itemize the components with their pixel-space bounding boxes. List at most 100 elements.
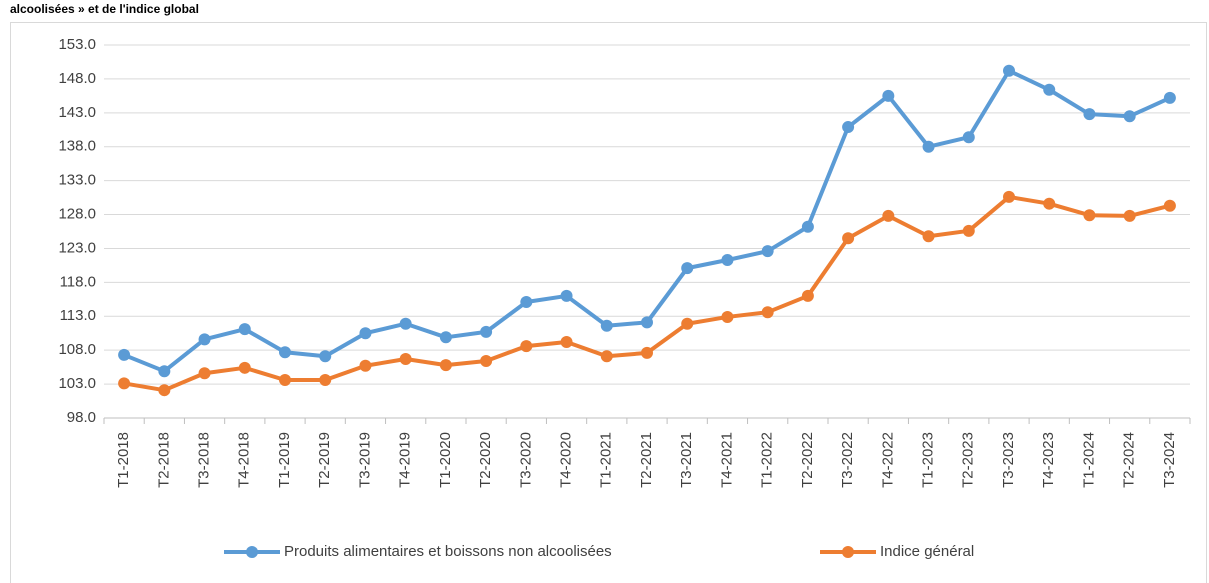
point: [641, 316, 653, 329]
point: [641, 346, 653, 359]
point: [1163, 91, 1176, 104]
point: [560, 336, 573, 349]
legend-swatch: [842, 546, 854, 558]
point: [279, 374, 291, 387]
x-tick-label: T1-2020: [437, 432, 454, 488]
x-tick-label: T4-2018: [236, 432, 253, 488]
point: [1123, 209, 1136, 222]
point: [801, 220, 814, 233]
point: [560, 289, 573, 302]
point: [198, 333, 211, 346]
x-tick-label: T2-2020: [477, 432, 494, 488]
x-tick-label: T3-2020: [517, 432, 534, 488]
x-tick-label: T2-2022: [799, 432, 816, 488]
x-tick-label: T1-2023: [920, 432, 937, 488]
chart-title: alcoolisées » et de l'indice global: [10, 2, 199, 16]
y-tick-label: 98.0: [67, 409, 96, 426]
point: [399, 352, 412, 365]
y-tick-label: 108.0: [58, 341, 96, 358]
x-tick-label: T1-2019: [276, 432, 293, 488]
point: [1003, 190, 1015, 203]
point: [1123, 110, 1136, 123]
y-tick-label: 148.0: [58, 70, 96, 87]
point: [399, 317, 412, 330]
x-tick-label: T4-2021: [718, 432, 735, 488]
x-tick-label: T1-2024: [1080, 432, 1097, 488]
y-tick-label: 128.0: [58, 206, 96, 223]
x-tick-label: T1-2018: [115, 432, 132, 488]
point: [1043, 197, 1056, 210]
x-tick-label: T2-2023: [960, 432, 977, 488]
point: [1083, 209, 1096, 222]
y-tick-label: 103.0: [58, 375, 96, 392]
point: [158, 384, 171, 397]
point: [842, 232, 855, 245]
point: [1083, 108, 1096, 121]
x-tick-label: T3-2019: [356, 432, 373, 488]
point: [480, 355, 493, 368]
point: [439, 331, 452, 344]
point: [359, 327, 372, 340]
x-tick-label: T3-2024: [1161, 432, 1178, 488]
x-tick-label: T3-2023: [1000, 432, 1017, 488]
point: [882, 89, 895, 102]
x-tick-label: T4-2020: [558, 432, 575, 488]
x-tick-label: T2-2021: [638, 432, 655, 488]
point: [842, 121, 855, 134]
point: [118, 377, 131, 390]
legend-swatch: [246, 546, 258, 558]
point: [520, 296, 533, 309]
point: [158, 365, 171, 378]
point: [761, 245, 774, 258]
point: [1163, 199, 1176, 212]
point: [319, 374, 332, 387]
point: [238, 323, 251, 336]
x-tick-label: T4-2019: [397, 432, 414, 488]
point: [962, 224, 975, 237]
x-tick-label: T2-2024: [1121, 432, 1138, 488]
point: [922, 230, 935, 243]
x-tick-label: T4-2022: [879, 432, 896, 488]
point: [480, 325, 493, 338]
point: [882, 209, 895, 222]
point: [962, 131, 975, 144]
y-tick-label: 123.0: [58, 239, 96, 256]
point: [1043, 83, 1056, 96]
point: [600, 319, 613, 332]
y-tick-label: 133.0: [58, 172, 96, 189]
point: [319, 350, 332, 363]
x-tick-label: T4-2023: [1040, 432, 1057, 488]
y-tick-label: 143.0: [58, 104, 96, 121]
point: [721, 253, 734, 266]
x-tick-label: T3-2018: [196, 432, 213, 488]
y-tick-label: 153.0: [58, 36, 96, 53]
point: [279, 346, 291, 359]
chart-frame: [10, 22, 1207, 583]
point: [520, 340, 533, 353]
point: [198, 367, 211, 380]
legend-label: Indice général: [880, 543, 974, 560]
point: [681, 262, 694, 275]
x-tick-label: T2-2019: [316, 432, 333, 488]
y-tick-label: 118.0: [60, 273, 96, 290]
point: [801, 289, 814, 302]
y-tick-label: 113.0: [60, 307, 96, 324]
point: [721, 310, 734, 323]
point: [439, 359, 452, 372]
point: [681, 317, 694, 330]
x-tick-label: T1-2022: [759, 432, 776, 488]
y-tick-label: 138.0: [58, 138, 96, 155]
x-tick-label: T1-2021: [598, 432, 615, 488]
x-tick-label: T2-2018: [155, 432, 172, 488]
x-tick-label: T3-2022: [839, 432, 856, 488]
point: [359, 359, 372, 372]
point: [600, 350, 613, 363]
point: [1003, 64, 1015, 77]
x-tick-label: T3-2021: [678, 432, 695, 488]
point: [238, 361, 251, 374]
point: [922, 140, 935, 153]
point: [118, 348, 131, 361]
legend-label: Produits alimentaires et boissons non al…: [284, 543, 612, 560]
point: [761, 306, 774, 319]
